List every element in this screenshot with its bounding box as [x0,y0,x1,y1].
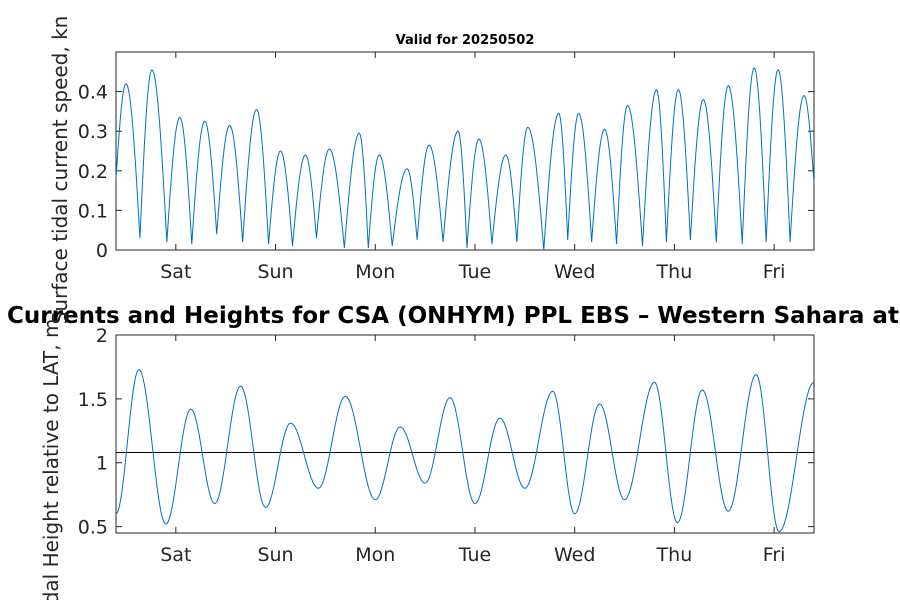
current-x-tick-label: Sat [160,261,191,283]
height-x-ticks: Sat Sun Mon Tue Wed Thu Fri [160,335,785,566]
height-x-tick-label: Wed [554,544,595,566]
height-x-tick-label: Fri [763,544,786,566]
current-y-tick-label: 0 [96,240,108,262]
current-y-tick-label: 0.2 [78,161,108,183]
current-x-tick-label: Wed [554,261,595,283]
height-y-tick-label: 1.5 [78,389,108,411]
current-speed-chart: 0 0.1 0.2 0.3 0.4 Sat Sun Mon Tue Wed Thu Fri Surf… [48,16,815,325]
current-x-tick-label: Mon [355,261,395,283]
current-axes-box [115,51,815,251]
current-x-ticks: Sat Sun Mon Tue Wed Thu Fri [160,52,785,283]
bottom-chart-title: Currents and Heights for CSA (ONHYM) PPL… [7,303,900,329]
tidal-height-line [115,368,815,533]
current-y-tick-label: 0.1 [78,200,108,222]
current-y-axis-label: Surface tidal current speed, kn [48,16,72,325]
height-x-tick-label: Sun [257,544,293,566]
current-x-tick-label: Tue [458,261,491,283]
current-y-ticks: 0 0.1 0.2 0.3 0.4 [78,82,814,262]
height-x-tick-label: Sat [160,544,191,566]
tidal-height-chart: 0.5 1 1.5 2 Sat Sun Mon Tue Wed Thu Fri Tidal Hei… [39,319,815,600]
current-x-tick-label: Fri [763,261,786,283]
height-y-tick-label: 2 [96,325,108,347]
height-y-tick-label: 0.5 [78,517,108,539]
height-y-axis-label: Tidal Height relative to LAT, m [39,319,63,600]
current-x-tick-label: Thu [656,261,693,283]
height-y-tick-label: 1 [96,453,108,475]
height-x-tick-label: Tue [458,544,491,566]
current-y-tick-label: 0.3 [78,121,108,143]
height-x-tick-label: Mon [355,544,395,566]
height-x-tick-label: Thu [656,544,693,566]
current-speed-line [115,67,815,251]
current-x-tick-label: Sun [257,261,293,283]
current-y-tick-label: 0.4 [78,82,108,104]
height-axes-box [115,334,815,534]
top-chart-title: Valid for 20250502 [396,33,535,48]
height-y-ticks: 0.5 1 1.5 2 [78,325,814,539]
